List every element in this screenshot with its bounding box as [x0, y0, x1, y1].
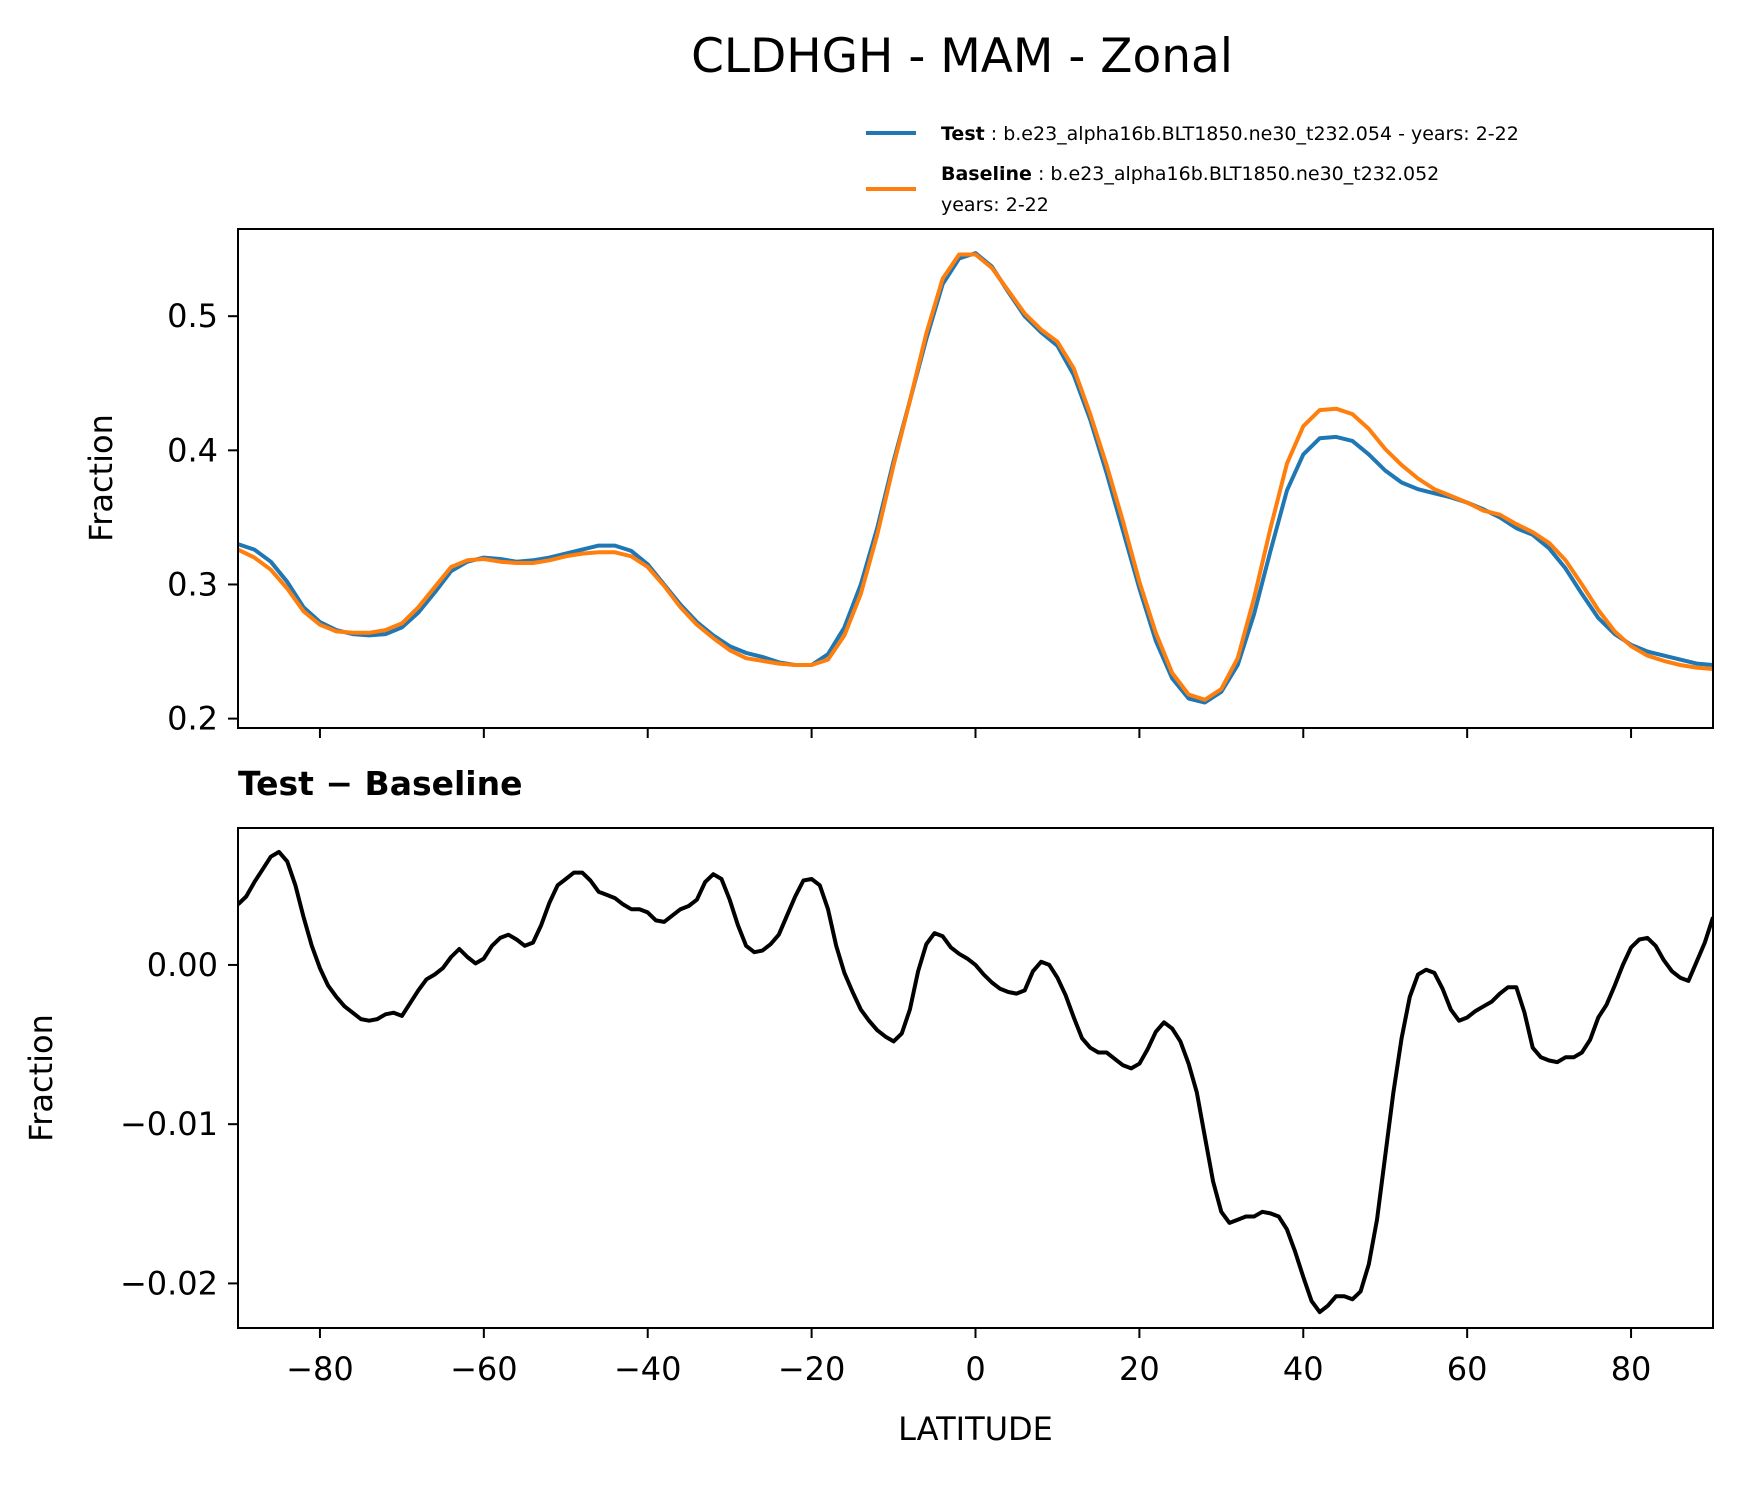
x-tick-label: −20: [778, 1350, 846, 1388]
series-line-difference: [238, 849, 1713, 1315]
legend-baseline-entry: Baseline : b.e23_alpha16b.BLT1850.ne30_t…: [941, 163, 1439, 185]
legend-baseline-label: Baseline: [941, 163, 1032, 185]
plot-frame: [237, 827, 1714, 1329]
series-line-test: [238, 251, 1713, 705]
x-tick-label: 40: [1283, 1350, 1324, 1388]
x-tick-label: −80: [286, 1350, 354, 1388]
y-tick-label: −0.02: [120, 1264, 218, 1302]
x-tick-label: −40: [614, 1350, 682, 1388]
y-axis-label: Fraction: [82, 414, 120, 542]
y-tick-label: 0.5: [167, 297, 218, 335]
x-axis-label: LATITUDE: [898, 1410, 1053, 1448]
top-panel: 0.2 0.3 0.4 0.5 Fraction: [82, 228, 1714, 738]
y-axis-label: Fraction: [22, 1014, 60, 1142]
legend-test-text: : b.e23_alpha16b.BLT1850.ne30_t232.054 -…: [985, 123, 1519, 145]
x-tick-label: 0: [965, 1350, 985, 1388]
x-tick-label: 60: [1447, 1350, 1488, 1388]
legend-baseline-text: : b.e23_alpha16b.BLT1850.ne30_t232.052: [1032, 163, 1439, 185]
legend: Test : b.e23_alpha16b.BLT1850.ne30_t232.…: [866, 123, 1519, 216]
x-tick-label: 20: [1119, 1350, 1160, 1388]
y-tick-label: −0.01: [120, 1105, 218, 1143]
x-tick-label: 80: [1611, 1350, 1652, 1388]
legend-test-label: Test: [941, 123, 985, 145]
diff-panel-title: Test − Baseline: [238, 764, 523, 803]
y-tick-label: 0.3: [167, 565, 218, 603]
y-tick-label: 0.2: [167, 700, 218, 738]
x-tick-label: −60: [450, 1350, 518, 1388]
diff-panel: −80 −60 −40 −20 0 20 40 60 80 −0.02 −0.01 0.00 Fract…: [22, 827, 1714, 1448]
y-tick-label: 0.00: [147, 946, 218, 984]
chart-title: CLDHGH - MAM - Zonal: [691, 29, 1233, 84]
series-line-baseline: [238, 252, 1713, 702]
legend-baseline-text2: years: 2-22: [941, 194, 1049, 216]
y-tick-label: 0.4: [167, 431, 218, 469]
plot-frame: [237, 228, 1714, 729]
legend-test-entry: Test : b.e23_alpha16b.BLT1850.ne30_t232.…: [941, 123, 1519, 145]
